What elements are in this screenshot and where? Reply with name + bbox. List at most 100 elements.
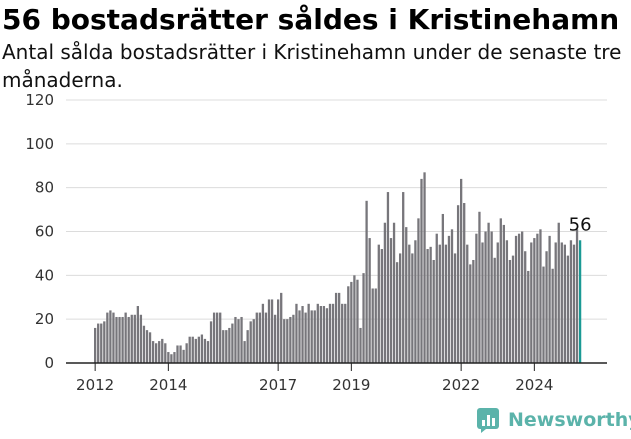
bar xyxy=(182,349,185,363)
bar xyxy=(353,275,356,363)
bar xyxy=(155,343,158,363)
y-tick-label: 60 xyxy=(35,223,54,241)
bar xyxy=(139,314,143,363)
bars xyxy=(94,172,582,364)
bar xyxy=(164,343,167,363)
bar xyxy=(481,242,484,363)
bar xyxy=(118,316,121,363)
bar xyxy=(469,264,472,364)
bar xyxy=(188,336,191,363)
bar xyxy=(551,268,554,363)
bar xyxy=(572,244,576,363)
bar xyxy=(417,218,420,363)
bar xyxy=(463,203,466,363)
y-tick-label: 0 xyxy=(44,354,54,372)
bar xyxy=(295,303,298,363)
bar xyxy=(212,312,216,363)
bar xyxy=(341,303,344,363)
bar xyxy=(148,332,152,363)
bar xyxy=(170,354,173,363)
bar xyxy=(344,303,347,363)
bar xyxy=(322,306,326,363)
bar xyxy=(484,231,487,363)
bar xyxy=(298,310,301,363)
bar xyxy=(334,292,338,363)
x-axis-ticks: 2012 2014 2017 2019 2022 2024 xyxy=(76,363,553,394)
bar xyxy=(395,262,399,363)
bar xyxy=(94,327,97,363)
bar xyxy=(548,235,551,363)
x-tick-label: 2022 xyxy=(442,376,480,394)
bar xyxy=(231,323,234,363)
bar xyxy=(112,312,115,363)
bar xyxy=(392,222,396,363)
bar xyxy=(289,316,292,363)
bar xyxy=(389,238,393,363)
bar xyxy=(124,312,127,363)
bar xyxy=(414,240,417,363)
bar xyxy=(97,323,100,363)
bar xyxy=(435,233,438,363)
bar xyxy=(237,319,240,363)
bar xyxy=(261,303,265,363)
newsworthy-brand: Newsworthy xyxy=(476,407,631,433)
bar xyxy=(575,229,579,363)
bar xyxy=(197,336,200,363)
bar xyxy=(368,238,371,363)
bar xyxy=(502,224,505,363)
x-tick-label: 2024 xyxy=(515,376,553,394)
bar xyxy=(450,229,454,363)
brand-name: Newsworthy xyxy=(508,409,631,431)
bar xyxy=(438,244,441,363)
bar xyxy=(456,205,460,363)
bar xyxy=(499,218,502,363)
bar xyxy=(405,227,408,363)
bar xyxy=(569,240,573,363)
bar xyxy=(115,316,118,363)
bar xyxy=(444,244,448,363)
bar xyxy=(240,316,243,363)
bar xyxy=(252,319,255,363)
bar xyxy=(356,279,359,363)
bar xyxy=(527,270,530,363)
bar xyxy=(142,325,146,363)
bar xyxy=(234,316,237,363)
bar xyxy=(542,266,545,363)
bar xyxy=(136,306,139,363)
bar xyxy=(411,253,414,363)
bar xyxy=(478,211,481,363)
chart-subtitle: Antal sålda bostadsrätter i Kristinehamn… xyxy=(2,40,622,92)
bar xyxy=(167,352,170,363)
bar xyxy=(429,246,432,363)
bar xyxy=(176,345,179,363)
bar xyxy=(536,233,539,363)
bar xyxy=(530,242,533,363)
bar xyxy=(203,338,207,363)
bar xyxy=(264,312,268,363)
bar xyxy=(277,299,280,363)
bar xyxy=(539,229,542,363)
bar xyxy=(307,303,310,363)
bar xyxy=(145,330,149,364)
bar xyxy=(228,327,231,363)
bar xyxy=(151,341,155,363)
bar xyxy=(106,312,109,363)
bar xyxy=(301,306,304,363)
bar xyxy=(286,319,289,363)
bar xyxy=(209,321,213,363)
bar xyxy=(359,327,362,363)
y-axis-ticks: 0 20 40 60 80 100 120 xyxy=(25,91,54,372)
x-tick-label: 2012 xyxy=(76,376,114,394)
bar xyxy=(371,288,374,363)
bar xyxy=(420,178,423,363)
bar xyxy=(490,231,493,363)
last-value-label: 56 xyxy=(569,214,592,235)
bar xyxy=(319,306,322,363)
bar xyxy=(191,336,194,363)
bar xyxy=(313,310,316,363)
bar xyxy=(200,334,204,363)
bar xyxy=(158,341,161,363)
bar xyxy=(255,312,258,363)
bar xyxy=(563,244,566,363)
